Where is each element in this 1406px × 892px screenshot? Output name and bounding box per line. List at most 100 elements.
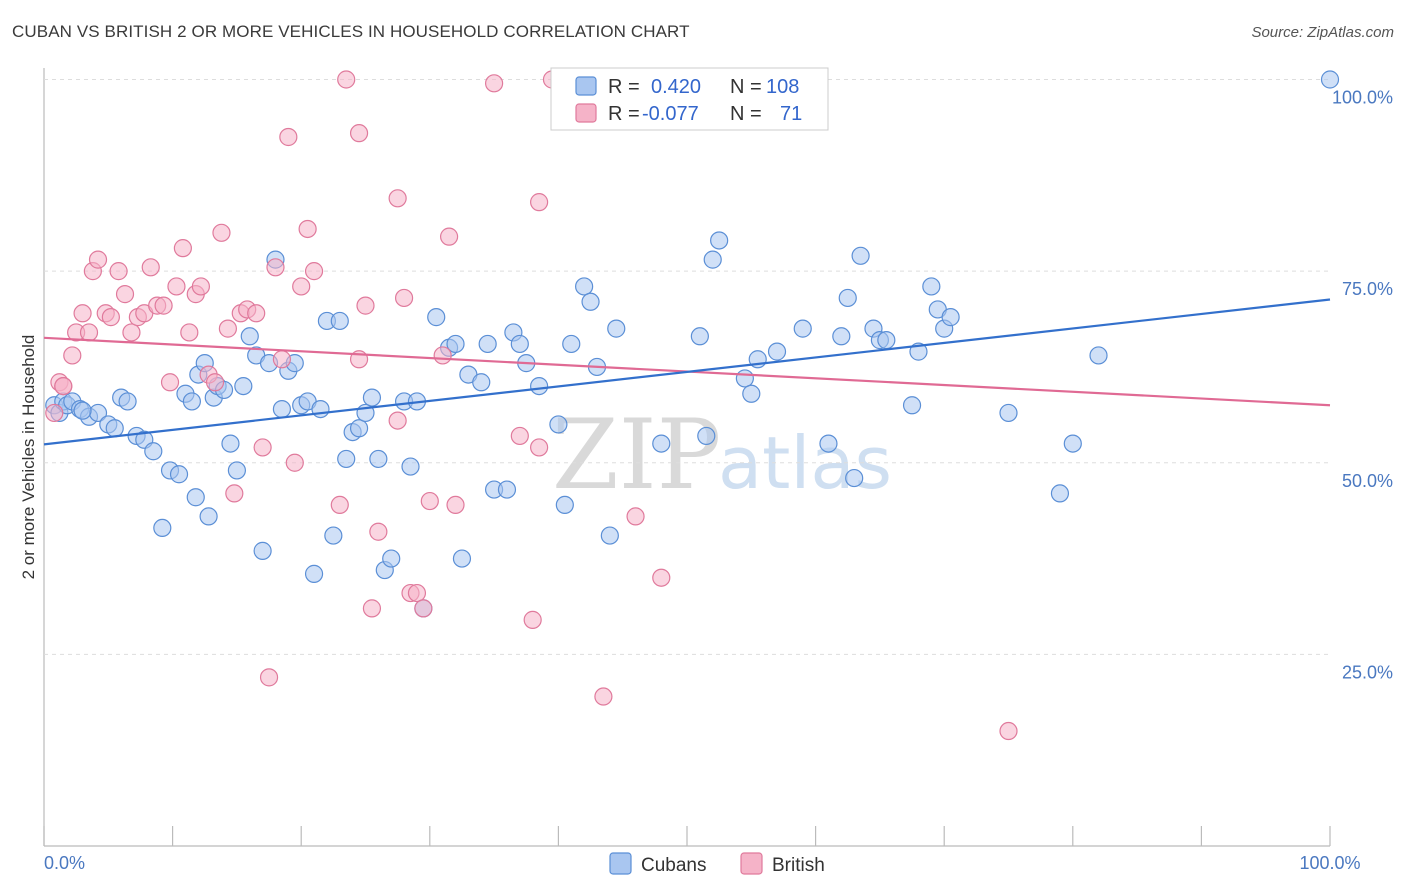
cubans-point (510, 334, 529, 354)
british-point (285, 453, 304, 472)
cubans-point (362, 388, 382, 407)
british-point (298, 219, 317, 239)
x-tick-label-min: 0.0% (44, 853, 85, 873)
british-point (225, 484, 244, 503)
watermark-zip: ZIP (552, 399, 721, 511)
bottom-legend-swatch-cubans (609, 852, 632, 875)
legend-swatch-pink (575, 103, 597, 123)
cubans-point (877, 331, 896, 350)
cubans-point (253, 541, 272, 560)
cubans-point (555, 495, 574, 515)
cubans-point (401, 457, 420, 476)
british-point (253, 438, 272, 457)
british-point (279, 127, 298, 147)
british-point (54, 377, 73, 396)
cubans-point (832, 327, 851, 346)
cubans-point (607, 319, 626, 338)
british-point (510, 426, 529, 446)
legend-n-value: 71 (780, 103, 802, 125)
british-point (141, 258, 160, 277)
cubans-point (105, 419, 124, 438)
cubans-points (45, 70, 1340, 618)
cubans-point (767, 342, 787, 361)
british-point (394, 288, 414, 308)
british-point (160, 373, 180, 392)
british-point (259, 668, 279, 687)
british-point (330, 495, 349, 515)
british-point (485, 74, 504, 93)
british-point (63, 346, 82, 365)
cubans-point (240, 327, 259, 346)
british-point (439, 227, 459, 246)
british-point (523, 610, 542, 629)
legend-n-label: N = (730, 76, 762, 98)
british-point (652, 568, 671, 587)
british-point (433, 346, 452, 365)
british-point (407, 583, 427, 603)
cubans-point (153, 518, 172, 538)
british-point (88, 250, 108, 269)
british-point (446, 495, 465, 515)
cubans-point (304, 564, 324, 583)
bottom-legend-label-cubans: Cubans (641, 855, 707, 876)
british-point (388, 411, 407, 430)
legend-n-label: N = (730, 103, 762, 125)
cubans-point (182, 392, 201, 411)
cubans-point (227, 461, 246, 480)
cubans-point (1089, 346, 1108, 365)
british-point (414, 599, 433, 618)
cubans-point (845, 468, 864, 488)
cubans-point (793, 319, 812, 338)
cubans-trend-line (43, 298, 1331, 446)
british-point (626, 507, 645, 526)
chart-title: CUBAN VS BRITISH 2 OR MORE VEHICLES IN H… (12, 22, 690, 41)
cubans-point (369, 449, 388, 469)
cubans-point (703, 250, 722, 269)
legend-r-value: -0.077 (642, 103, 699, 125)
cubans-point (549, 415, 568, 434)
cubans-point (697, 426, 716, 446)
trend-lines (43, 298, 1331, 446)
cubans-point (851, 246, 870, 265)
bottom-legend: Cubans British (609, 852, 825, 876)
cubans-point (349, 419, 369, 438)
cubans-point (999, 403, 1018, 423)
cubans-point (472, 373, 491, 392)
y-tick-label: 50.0% (1342, 471, 1393, 491)
cubans-point (922, 277, 941, 296)
y-tick-label: 100.0% (1332, 88, 1393, 108)
cubans-point (742, 384, 761, 403)
gridlines (44, 79, 1330, 655)
british-point (115, 285, 135, 304)
british-point (272, 350, 292, 369)
cubans-point (1063, 434, 1082, 453)
british-point (167, 277, 186, 296)
british-points (45, 70, 1018, 741)
british-point (266, 258, 285, 277)
cubans-point (446, 334, 465, 354)
cubans-point (581, 292, 600, 311)
cubans-point (272, 399, 292, 419)
cubans-point (452, 549, 472, 568)
british-point (154, 296, 173, 315)
british-point (173, 239, 192, 258)
cubans-point (819, 434, 838, 453)
british-point (530, 438, 549, 457)
cubans-point (838, 288, 857, 308)
cubans-point (478, 334, 497, 354)
y-tick-labels: 25.0% 50.0% 75.0% 100.0% (1332, 88, 1393, 683)
legend-swatch-blue (575, 76, 597, 96)
cubans-point (73, 401, 92, 420)
cubans-point (221, 434, 240, 453)
legend-r-value: 0.420 (651, 76, 701, 98)
cubans-point (600, 526, 619, 545)
cubans-point (186, 488, 205, 507)
legend-n-value: 108 (766, 76, 799, 98)
cubans-point (497, 480, 517, 499)
cubans-point (575, 277, 594, 296)
y-tick-label: 25.0% (1342, 662, 1393, 682)
british-point (218, 319, 237, 338)
british-point (212, 223, 231, 242)
british-point (205, 373, 225, 392)
